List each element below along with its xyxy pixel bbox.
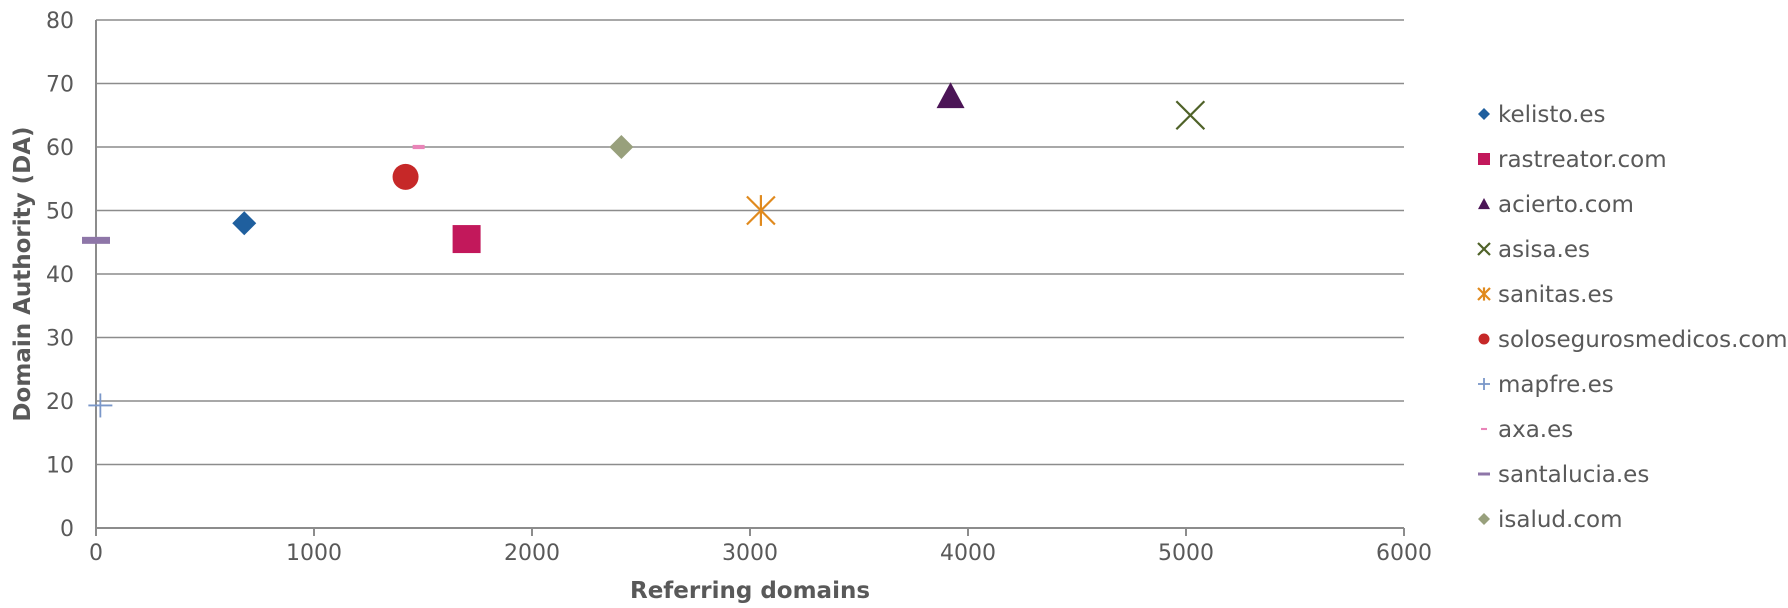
- legend-item-rastreator-com: rastreator.com: [1478, 147, 1667, 173]
- gridlines: [96, 19, 1404, 466]
- legend-item-isalud-com: isalud.com: [1478, 507, 1622, 533]
- point-sanitas-es: [746, 195, 776, 226]
- legend-item-mapfre-es: mapfre.es: [1478, 372, 1614, 398]
- legend-marker: [1478, 198, 1490, 210]
- legend-item-kelisto-es: kelisto.es: [1478, 102, 1606, 128]
- legend-label: mapfre.es: [1498, 372, 1614, 398]
- legend-label: rastreator.com: [1498, 147, 1667, 173]
- legend-item-axa-es: axa.es: [1481, 417, 1573, 443]
- legend-marker: [1478, 472, 1490, 476]
- point-axa-es: [412, 144, 425, 150]
- y-tick-label: 80: [46, 9, 74, 34]
- y-tick-label: 20: [46, 390, 74, 415]
- legend-marker: [1477, 242, 1491, 256]
- legend-marker: [1477, 287, 1491, 301]
- point-rastreator-com: [452, 225, 481, 254]
- point-isalud-com: [609, 135, 634, 159]
- legend-item-asisa-es: asisa.es: [1477, 237, 1590, 263]
- y-axis-title: Domain Authority (DA): [10, 126, 36, 421]
- x-tick-label: 3000: [722, 541, 778, 566]
- x-tick-label: 1000: [286, 541, 342, 566]
- legend-label: sanitas.es: [1498, 282, 1614, 308]
- legend-marker: [1478, 333, 1490, 345]
- tick-labels: 0 10 20 30 40 50 60 70 80 0 1000 2000 3000 4000 5000 60…: [46, 9, 1432, 566]
- legend-label: acierto.com: [1498, 192, 1634, 218]
- legend-marker: [1481, 427, 1487, 431]
- legend-item-sanitas-es: sanitas.es: [1477, 282, 1614, 308]
- legend-marker: [1478, 513, 1490, 525]
- point-kelisto-es: [232, 211, 257, 236]
- y-tick-label: 40: [46, 263, 74, 288]
- legend-label: santalucia.es: [1498, 462, 1649, 488]
- point-solosegurosmedicos-com: [392, 163, 419, 190]
- x-tick-label: 5000: [1158, 541, 1214, 566]
- x-tick-label: 6000: [1376, 541, 1432, 566]
- point-santalucia-es: [82, 236, 110, 244]
- y-tick-label: 50: [46, 200, 74, 225]
- legend-label: asisa.es: [1498, 237, 1590, 263]
- legend-marker: [1478, 378, 1490, 390]
- legend-label: isalud.com: [1498, 507, 1622, 533]
- x-axis-title: Referring domains: [630, 578, 870, 604]
- legend: kelisto.es rastreator.com acierto.com asisa…: [1477, 102, 1788, 533]
- y-tick-label: 70: [46, 73, 74, 98]
- legend-label: solosegurosmedicos.com: [1498, 327, 1788, 353]
- point-asisa-es: [1175, 100, 1206, 131]
- legend-marker: [1478, 108, 1490, 120]
- legend-item-solosegurosmedicos-com: solosegurosmedicos.com: [1478, 327, 1788, 353]
- point-acierto-com: [936, 82, 965, 109]
- point-mapfre-es: [88, 393, 113, 418]
- y-tick-label: 10: [46, 454, 74, 479]
- legend-marker: [1478, 153, 1490, 165]
- x-tick-label: 0: [89, 541, 103, 566]
- x-tick-label: 4000: [940, 541, 996, 566]
- data-points: [82, 82, 1206, 418]
- x-tick-label: 2000: [504, 541, 560, 566]
- y-tick-label: 30: [46, 327, 74, 352]
- legend-label: axa.es: [1498, 417, 1573, 443]
- y-tick-label: 0: [60, 517, 74, 542]
- axes: [95, 20, 1405, 536]
- legend-label: kelisto.es: [1498, 102, 1606, 128]
- legend-item-acierto-com: acierto.com: [1478, 192, 1634, 218]
- legend-item-santalucia-es: santalucia.es: [1478, 462, 1649, 488]
- y-tick-label: 60: [46, 136, 74, 161]
